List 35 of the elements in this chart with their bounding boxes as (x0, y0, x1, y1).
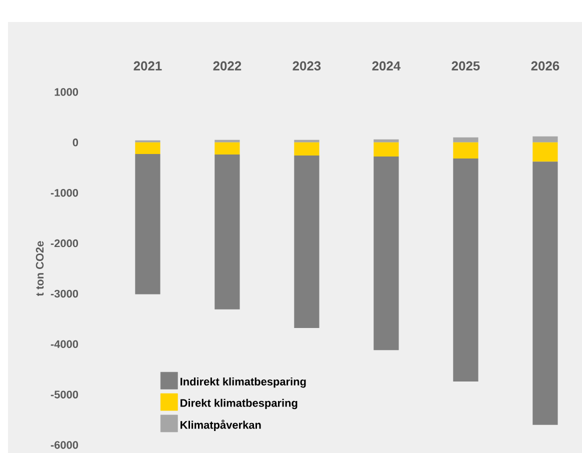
y-tick-label: -2000 (50, 239, 78, 248)
bar (294, 142, 320, 156)
y-tick-label: -3000 (50, 290, 78, 298)
bar (532, 162, 558, 425)
bar (453, 137, 478, 142)
bar (214, 154, 240, 310)
legend-label: Direkt klimatbesparing (180, 398, 298, 410)
y-tick-label: -5000 (50, 390, 78, 398)
x-tick-label: 2023 (292, 61, 321, 70)
y-axis-title: t ton CO2e (36, 241, 44, 296)
y-tick-label: -1000 (50, 188, 78, 197)
x-tick-label: 2024 (372, 61, 401, 70)
bar (374, 139, 399, 142)
bar (374, 156, 399, 350)
y-tick-label: 1000 (54, 88, 78, 96)
legend-label: Indirekt klimatbesparing (180, 377, 306, 388)
bar (532, 142, 558, 162)
y-tick-label: -4000 (50, 340, 78, 348)
x-tick-label: 2021 (134, 61, 162, 70)
legend-label: Klimatpåverkan (180, 420, 261, 431)
x-tick-label: 2026 (531, 61, 560, 70)
bar (453, 158, 478, 382)
bar (135, 154, 160, 294)
x-tick-label: 2025 (452, 61, 480, 70)
bar (135, 142, 160, 154)
bar (374, 142, 399, 157)
y-tick-label: -6000 (50, 441, 78, 449)
bar (214, 140, 240, 142)
bar (294, 140, 320, 142)
bar (214, 142, 240, 155)
bar (532, 136, 558, 142)
bar (294, 156, 320, 328)
y-tick-label: 0 (72, 138, 78, 146)
bar (453, 142, 478, 159)
x-tick-label: 2022 (213, 61, 242, 70)
